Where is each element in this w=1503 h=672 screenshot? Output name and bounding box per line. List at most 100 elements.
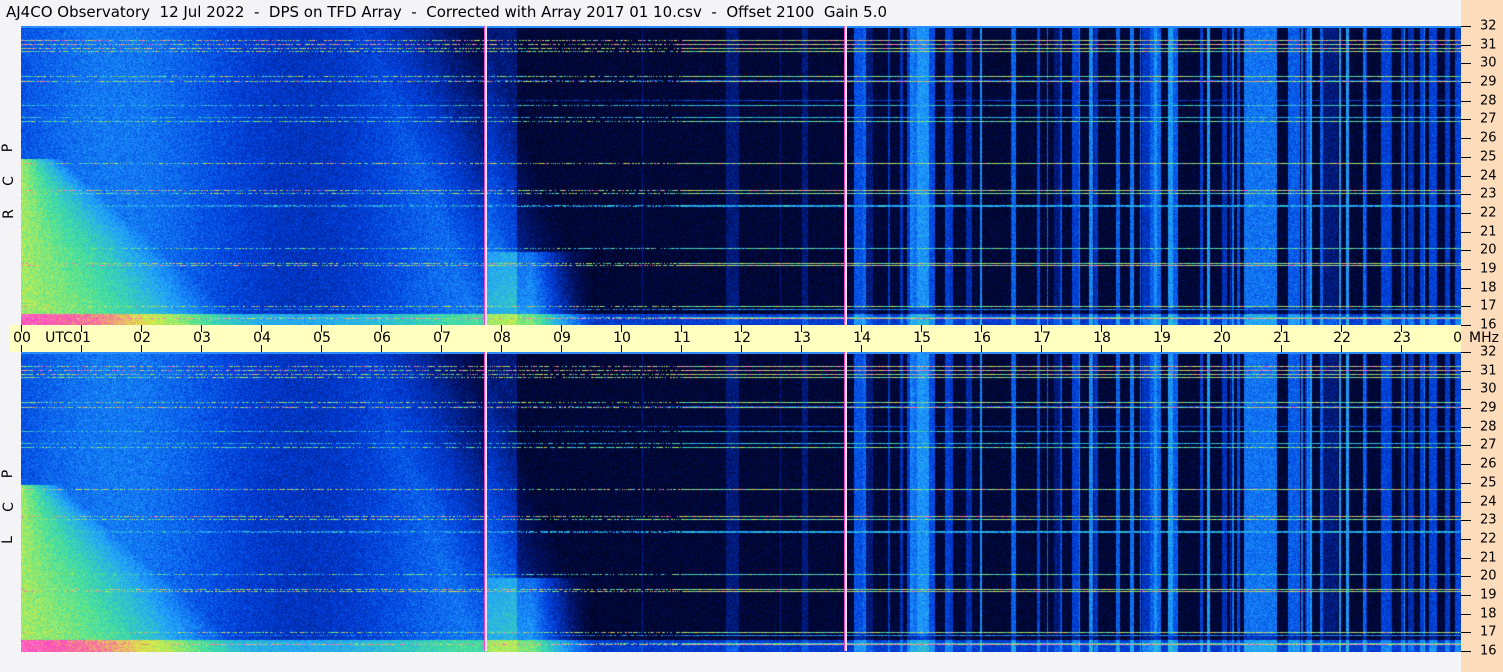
time-tick — [1281, 325, 1282, 332]
freq-tick — [1461, 651, 1471, 652]
time-tick-label: 01 — [73, 330, 91, 346]
freq-tick-label: 23 — [1480, 512, 1497, 528]
time-tick — [1161, 345, 1162, 352]
time-tick-label: 08 — [493, 330, 511, 346]
freq-tick-label: 29 — [1480, 400, 1497, 416]
time-tick — [741, 325, 742, 332]
freq-tick-label: 18 — [1480, 280, 1497, 296]
freq-tick-label: 30 — [1480, 381, 1497, 397]
freq-tick-label: 25 — [1480, 149, 1497, 165]
freq-tick — [1461, 520, 1471, 522]
freq-tick-label: 17 — [1480, 624, 1497, 640]
time-tick-label: 13 — [793, 330, 811, 346]
time-tick — [1041, 345, 1042, 352]
freq-tick-label: 29 — [1480, 74, 1497, 90]
utc-label: UTC — [45, 330, 73, 346]
lcp-spectrogram — [21, 352, 1461, 652]
time-tick-label: 02 — [133, 330, 151, 346]
freq-tick — [1461, 250, 1471, 252]
polarization-letter: C — [0, 502, 17, 512]
freq-tick — [1461, 538, 1471, 540]
freq-tick-label: 19 — [1480, 261, 1497, 277]
freq-tick — [1461, 389, 1471, 391]
freq-tick-label: 31 — [1480, 37, 1497, 53]
time-tick-label: 20 — [1213, 330, 1231, 346]
time-tick — [141, 325, 142, 332]
freq-tick-label: 28 — [1480, 93, 1497, 109]
time-tick — [621, 345, 622, 352]
time-tick — [861, 325, 862, 332]
freq-tick-label: 22 — [1480, 205, 1497, 221]
time-tick — [201, 345, 202, 352]
time-tick-label: 17 — [1033, 330, 1051, 346]
time-tick — [1341, 345, 1342, 352]
time-tick — [1281, 345, 1282, 352]
time-tick-label: 14 — [853, 330, 871, 346]
freq-tick — [1461, 119, 1471, 121]
freq-tick — [1461, 231, 1471, 233]
mhz-unit-label: MHz — [1469, 330, 1499, 346]
freq-tick — [1461, 501, 1471, 503]
time-tick-label: 03 — [193, 330, 211, 346]
time-tick — [21, 345, 22, 352]
time-tick — [981, 325, 982, 332]
freq-tick-label: 24 — [1480, 168, 1497, 183]
time-tick-label: 15 — [913, 330, 931, 346]
time-tick — [561, 325, 562, 332]
freq-tick-label: 21 — [1480, 550, 1497, 566]
time-tick — [201, 325, 202, 332]
time-tick — [801, 325, 802, 332]
time-tick — [621, 325, 622, 332]
time-tick — [561, 345, 562, 352]
time-tick — [681, 345, 682, 352]
rcp-heatmap — [21, 28, 1461, 326]
freq-tick — [1461, 268, 1471, 270]
time-tick — [741, 345, 742, 352]
time-tick — [141, 345, 142, 352]
time-tick — [861, 345, 862, 352]
freq-tick-label: 21 — [1480, 224, 1497, 240]
time-tick-label: 12 — [733, 330, 751, 346]
polarization-letter: R — [0, 209, 17, 219]
time-tick — [681, 325, 682, 332]
freq-tick — [1461, 63, 1471, 65]
freq-tick-label: 31 — [1480, 363, 1497, 379]
time-tick — [21, 325, 22, 332]
time-tick-label: 04 — [253, 330, 271, 346]
freq-tick-label: 28 — [1480, 419, 1497, 435]
window-title: AJ4CO Observatory 12 Jul 2022 - DPS on T… — [6, 3, 887, 21]
freq-tick — [1461, 632, 1471, 634]
time-marker-line — [484, 26, 488, 325]
polarization-letter: C — [0, 176, 17, 186]
freq-tick — [1461, 212, 1471, 214]
time-tick-label: 06 — [373, 330, 391, 346]
time-tick-label: 09 — [553, 330, 571, 346]
time-tick-label: 21 — [1273, 330, 1291, 346]
time-marker-line — [844, 352, 848, 651]
time-tick — [1221, 345, 1222, 352]
freq-tick — [1461, 306, 1471, 308]
time-tick — [381, 325, 382, 332]
freq-tick — [1461, 287, 1471, 289]
time-tick-label: 07 — [433, 330, 451, 346]
time-tick — [1221, 325, 1222, 332]
time-tick — [501, 345, 502, 352]
freq-tick-label: 24 — [1480, 494, 1497, 509]
freq-tick — [1461, 464, 1471, 466]
freq-tick-label: 20 — [1480, 242, 1497, 258]
frequency-axis: 32 31 30 29 28 27 26 25 24 23 22 21 20 19 18 17 16 32 31 30… — [1461, 0, 1503, 672]
freq-tick — [1461, 175, 1471, 177]
time-tick — [1401, 325, 1402, 332]
freq-tick-label: 32 — [1480, 344, 1497, 360]
time-tick — [801, 345, 802, 352]
time-tick — [321, 345, 322, 352]
lcp-heatmap — [21, 354, 1461, 652]
time-tick — [921, 325, 922, 332]
freq-tick-label: 18 — [1480, 606, 1497, 622]
time-tick — [1101, 325, 1102, 332]
freq-tick — [1461, 445, 1471, 447]
time-tick — [921, 345, 922, 352]
freq-tick-label: 23 — [1480, 186, 1497, 202]
freq-tick-label: 16 — [1480, 643, 1497, 659]
freq-tick — [1461, 194, 1471, 196]
